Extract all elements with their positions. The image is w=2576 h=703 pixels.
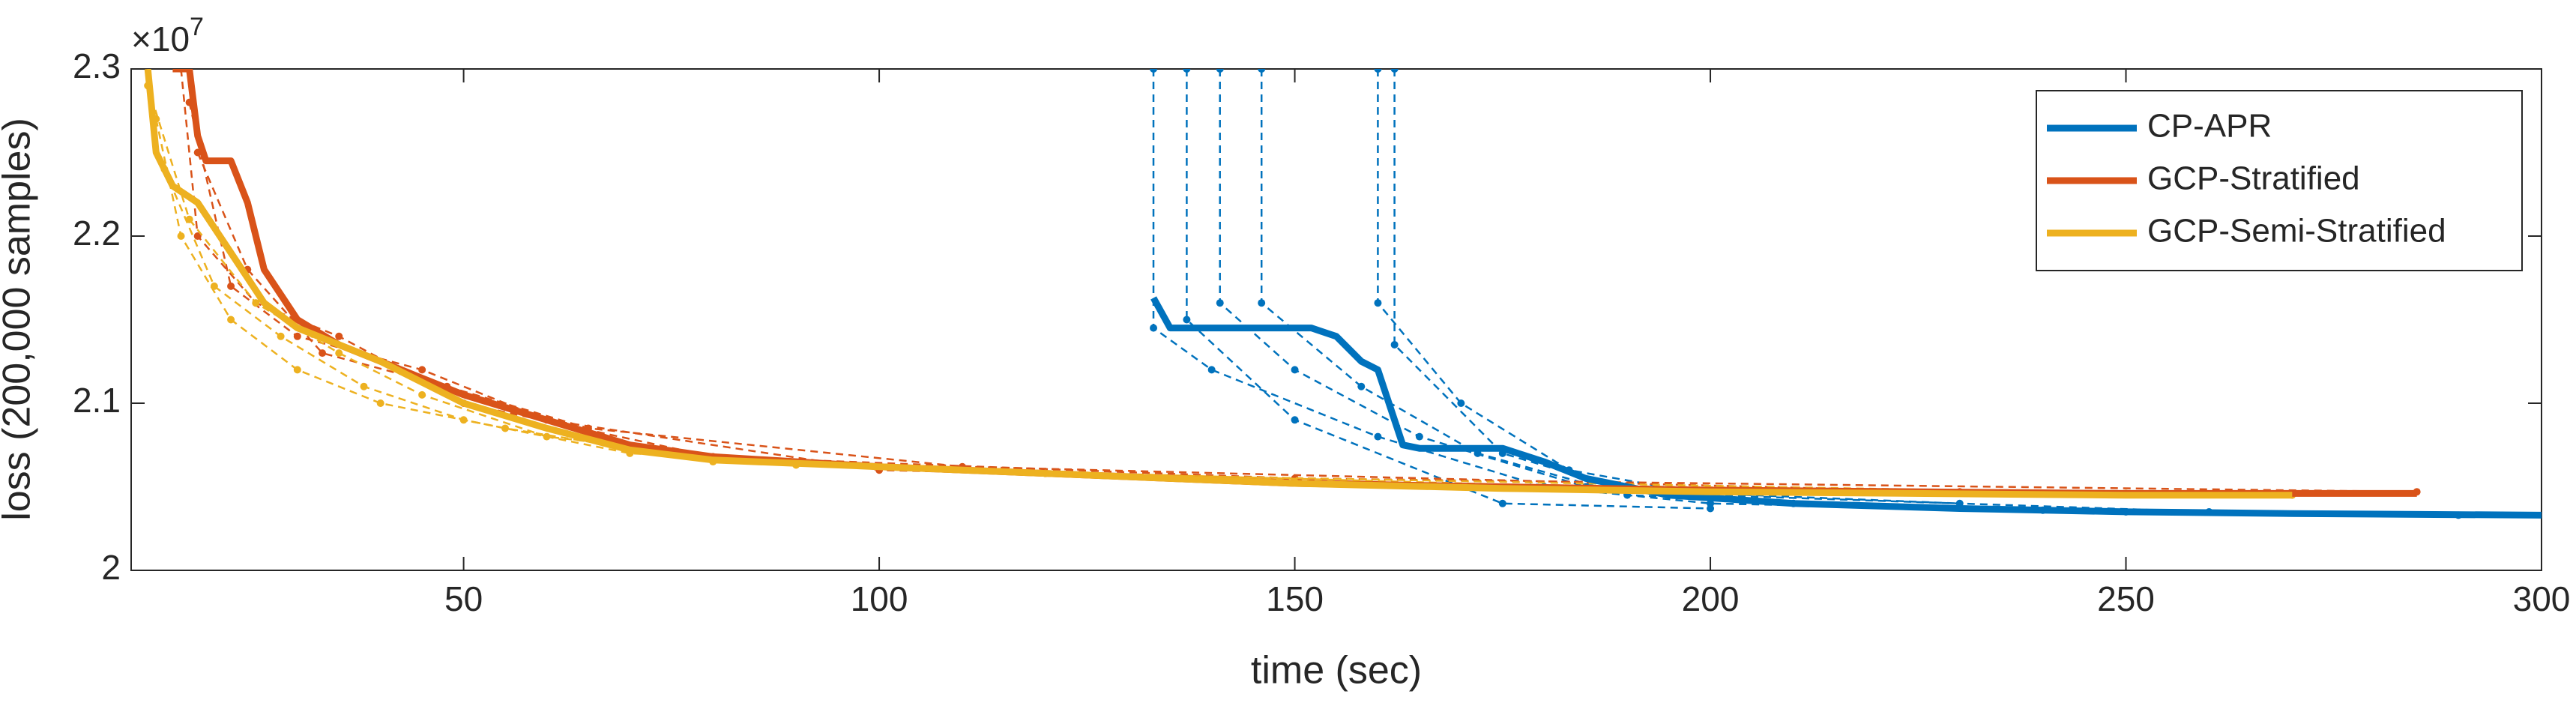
lines-layer xyxy=(144,69,2542,519)
run-point xyxy=(1374,69,1382,73)
legend-label: GCP-Stratified xyxy=(2147,160,2360,197)
y-tick-label: 2 xyxy=(101,548,121,587)
y-tick-label: 2.2 xyxy=(73,214,121,253)
run-point xyxy=(1150,324,1158,332)
run-point xyxy=(1357,382,1366,390)
run-line xyxy=(1377,69,2209,513)
x-tick-label: 200 xyxy=(1682,579,1740,618)
run-point xyxy=(418,390,426,399)
run-point xyxy=(1291,416,1299,424)
run-point xyxy=(210,282,218,290)
run-point xyxy=(1390,340,1399,349)
run-point xyxy=(1457,399,1465,407)
run-point xyxy=(1216,299,1224,307)
run-point xyxy=(1216,69,1224,73)
y-tick-label: 2.1 xyxy=(73,381,121,420)
run-point xyxy=(335,332,343,340)
run-line xyxy=(163,169,2126,495)
x-tick-label: 100 xyxy=(851,579,908,618)
x-axis-label: time (sec) xyxy=(1251,649,1422,693)
run-point xyxy=(543,432,551,441)
y-exponent: ×107 xyxy=(131,13,204,58)
run-point xyxy=(227,316,235,324)
run-line xyxy=(1260,69,2043,511)
legend: CP-APR GCP-Stratified GCP-Semi-Stratified xyxy=(2036,90,2523,271)
run-point xyxy=(501,424,510,432)
run-point xyxy=(376,399,384,407)
x-tick-label: 50 xyxy=(444,579,483,618)
y-tick-label: 2.3 xyxy=(73,46,121,85)
x-tick-label: 250 xyxy=(2097,579,2155,618)
run-point xyxy=(1258,299,1266,307)
run-point xyxy=(360,382,368,390)
legend-label: CP-APR xyxy=(2147,108,2272,145)
x-tick-label: 150 xyxy=(1266,579,1324,618)
run-point xyxy=(293,366,301,374)
run-line xyxy=(1152,69,2459,516)
run-point xyxy=(1150,69,1158,73)
series-line xyxy=(1150,296,2542,519)
run-point xyxy=(1374,432,1382,441)
legend-label: GCP-Semi-Stratified xyxy=(2147,213,2446,250)
run-point xyxy=(319,349,327,357)
run-line xyxy=(180,69,2417,493)
run-line xyxy=(1219,69,1794,505)
run-point xyxy=(1291,366,1299,374)
run-point xyxy=(1258,69,1266,73)
run-point xyxy=(177,232,185,240)
axes-layer: 50 100 150 200 250 300 2 2.1 2.2 2.3 xyxy=(73,46,2570,618)
run-point xyxy=(293,332,301,340)
run-point xyxy=(1707,504,1715,513)
run-point xyxy=(1374,299,1382,307)
y-exponent-power: 7 xyxy=(190,13,204,41)
run-point xyxy=(335,349,343,357)
run-point xyxy=(1415,432,1423,441)
y-axis-label: loss (200,000 samples) xyxy=(0,118,39,521)
run-point xyxy=(1183,316,1191,324)
run-point xyxy=(1498,499,1506,507)
run-point xyxy=(1183,69,1191,73)
series-line xyxy=(144,69,2293,499)
run-point xyxy=(252,299,260,307)
y-exponent-base: ×10 xyxy=(131,19,190,58)
run-point xyxy=(1390,69,1399,73)
run-point xyxy=(277,332,285,340)
run-point xyxy=(185,215,193,223)
run-point xyxy=(227,282,235,290)
run-point xyxy=(193,232,202,240)
run-point xyxy=(1207,366,1216,374)
x-tick-label: 300 xyxy=(2513,579,2571,618)
run-point xyxy=(459,416,468,424)
run-point xyxy=(418,366,426,374)
